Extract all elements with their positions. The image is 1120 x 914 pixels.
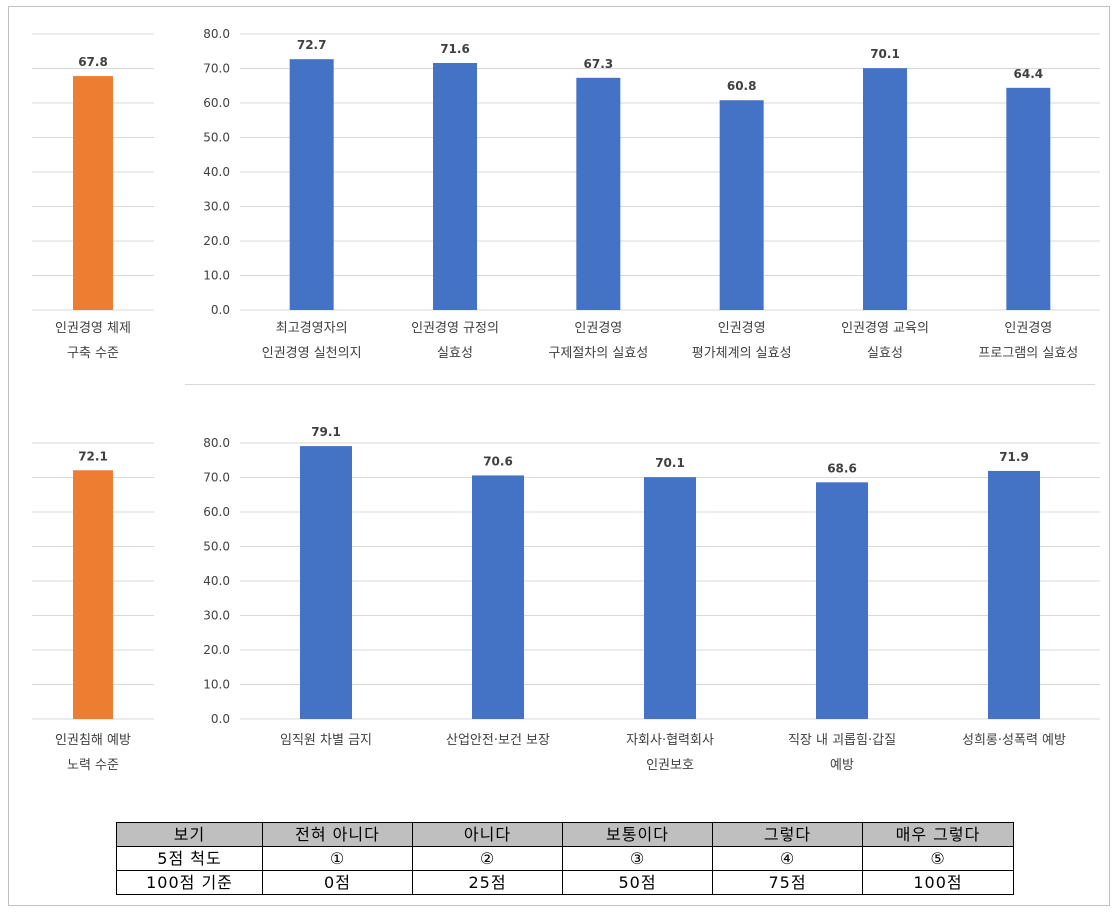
scale-cell: 매우 그렇다: [862, 822, 1014, 847]
data-label: 71.9: [999, 450, 1029, 464]
y-tick-label: 10.0: [203, 678, 230, 692]
data-label: 64.4: [1014, 67, 1044, 81]
bar: [300, 446, 352, 719]
bar: [289, 59, 334, 311]
bar: [644, 477, 696, 719]
category-label: 직장 내 괴롭힘·갑질: [788, 733, 896, 748]
category-label: 인권보호: [646, 758, 694, 773]
scale-cell: 0점: [262, 870, 413, 895]
scale-cell: ③: [562, 846, 713, 871]
category-label: 인권경영: [1004, 321, 1052, 336]
y-tick-label: 70.0: [203, 471, 230, 485]
data-label: 67.3: [584, 57, 614, 71]
scale-cell: 아니다: [412, 822, 563, 847]
category-label: 실효성: [437, 346, 473, 361]
data-label: 70.1: [655, 456, 685, 470]
bar: [73, 76, 113, 310]
scale-cell: ①: [262, 846, 413, 871]
y-tick-label: 80.0: [203, 436, 230, 450]
scale-header-row: 보기 전혀 아니다 아니다 보통이다 그렇다 매우 그렇다: [116, 822, 1014, 847]
y-tick-label: 0.0: [211, 712, 230, 726]
category-label: 최고경영자의: [276, 321, 348, 336]
category-label: 인권경영 체제: [55, 321, 131, 336]
y-tick-label: 50.0: [203, 540, 230, 554]
y-tick-label: 20.0: [203, 643, 230, 657]
category-label: 예방: [830, 758, 854, 773]
y-tick-label: 0.0: [211, 303, 230, 317]
category-label: 임직원 차별 금지: [280, 733, 372, 748]
category-label: 성희롱·성폭력 예방: [962, 733, 1066, 748]
data-label: 70.6: [483, 454, 513, 468]
data-label: 67.8: [78, 55, 108, 69]
bar: [816, 482, 868, 719]
scale-cell: 25점: [412, 870, 563, 895]
data-label: 79.1: [311, 425, 341, 439]
category-label: 구축 수준: [67, 346, 119, 361]
scale-cell: 그렇다: [712, 822, 863, 847]
section-divider: [185, 384, 1095, 385]
scale-table: 보기 전혀 아니다 아니다 보통이다 그렇다 매우 그렇다 5점 척도 ① ② …: [116, 822, 1014, 895]
category-label: 인권경영 규정의: [411, 321, 499, 336]
category-label: 인권경영 교육의: [841, 321, 929, 336]
data-label: 70.1: [870, 47, 900, 61]
category-label: 노력 수준: [67, 758, 119, 773]
scale-cell: ④: [712, 846, 863, 871]
bar: [433, 62, 477, 311]
category-label: 구제절차의 실효성: [548, 346, 648, 361]
scale-cell: ⑤: [862, 846, 1014, 871]
data-label: 68.6: [827, 461, 857, 475]
data-label: 71.6: [440, 42, 470, 56]
data-label: 72.7: [297, 38, 327, 52]
bar: [73, 470, 113, 719]
scale-cell: 보통이다: [562, 822, 713, 847]
scale-cell: 100점 기준: [116, 870, 263, 895]
scale-row-hundred-point: 100점 기준 0점 25점 50점 75점 100점: [116, 870, 1014, 895]
category-label: 인권경영: [574, 321, 622, 336]
y-tick-label: 60.0: [203, 96, 230, 110]
scale-row-five-point: 5점 척도 ① ② ③ ④ ⑤: [116, 846, 1014, 871]
scale-cell: ②: [412, 846, 563, 871]
y-tick-label: 30.0: [203, 609, 230, 623]
scale-cell: 100점: [862, 870, 1014, 895]
y-tick-label: 70.0: [203, 62, 230, 76]
y-tick-label: 40.0: [203, 165, 230, 179]
category-label: 평가체계의 실효성: [692, 346, 792, 361]
y-tick-label: 60.0: [203, 505, 230, 519]
category-label: 산업안전·보건 보장: [446, 733, 550, 748]
bar: [1006, 87, 1051, 310]
data-label: 60.8: [727, 79, 757, 93]
y-tick-label: 10.0: [203, 269, 230, 283]
bar: [576, 77, 621, 310]
scale-cell: 50점: [562, 870, 713, 895]
category-label: 인권경영: [718, 321, 766, 336]
bar: [863, 68, 907, 310]
bar: [472, 475, 524, 719]
category-label: 프로그램의 실효성: [978, 346, 1078, 361]
data-label: 72.1: [78, 449, 108, 463]
bar: [719, 100, 764, 311]
category-label: 자회사·협력회사: [626, 733, 714, 748]
y-tick-label: 40.0: [203, 574, 230, 588]
y-tick-label: 80.0: [203, 27, 230, 41]
bar: [988, 470, 1040, 719]
y-tick-label: 30.0: [203, 200, 230, 214]
scale-cell: 보기: [116, 822, 263, 847]
scale-cell: 5점 척도: [116, 846, 263, 871]
figure-frame: [8, 6, 1110, 906]
category-label: 인권침해 예방: [55, 733, 131, 748]
category-label: 인권경영 실천의지: [262, 346, 362, 361]
scale-cell: 전혀 아니다: [262, 822, 413, 847]
category-label: 실효성: [867, 346, 903, 361]
y-tick-label: 50.0: [203, 131, 230, 145]
y-tick-label: 20.0: [203, 234, 230, 248]
scale-cell: 75점: [712, 870, 863, 895]
